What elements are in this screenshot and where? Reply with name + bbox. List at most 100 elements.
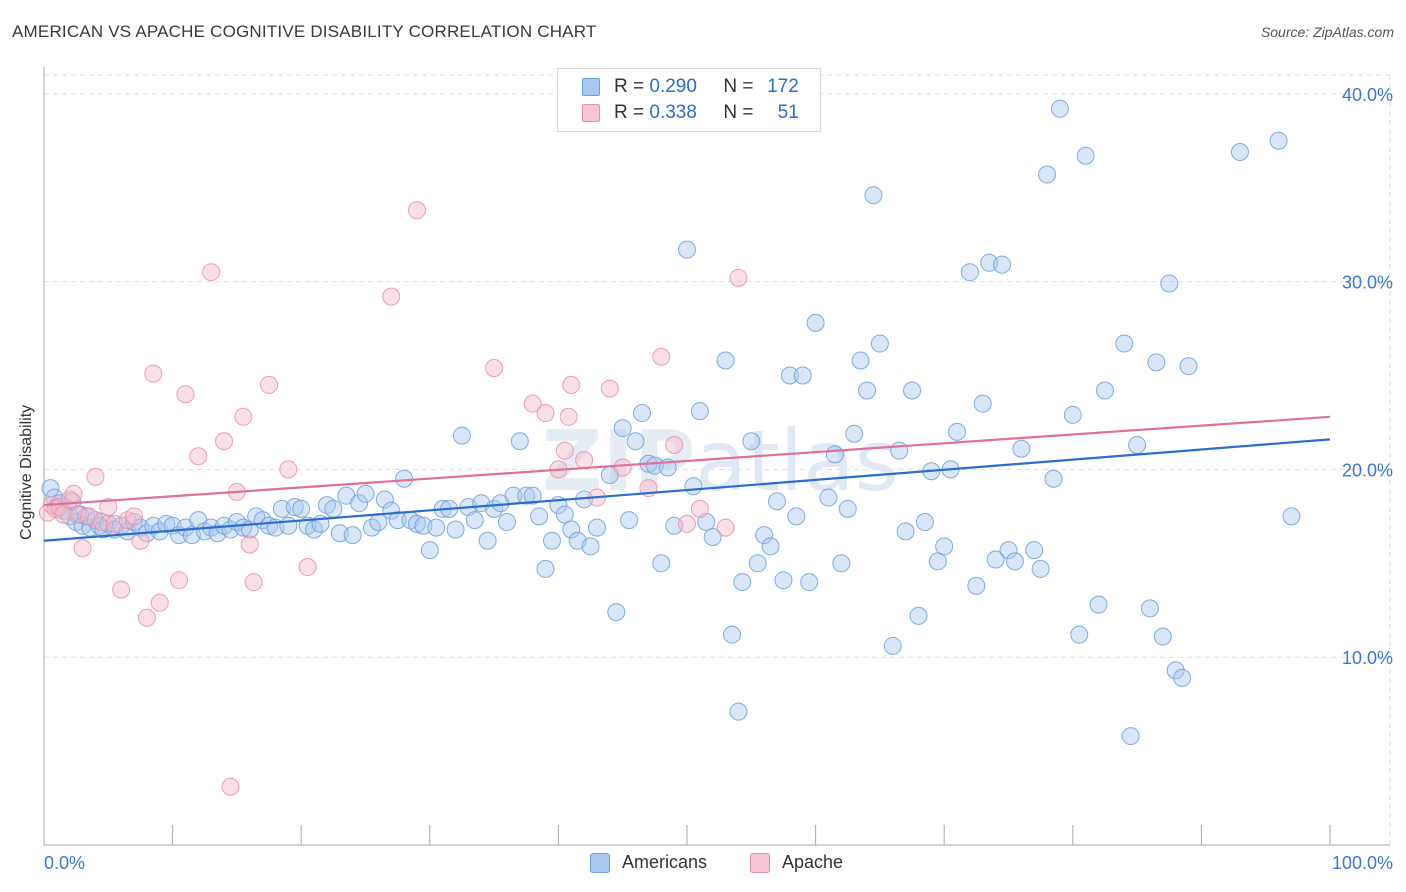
americans-point: [1044, 469, 1063, 488]
americans-point: [999, 541, 1018, 560]
apache-n-label: N =: [723, 102, 754, 123]
americans-point: [157, 514, 176, 533]
apache-point: [485, 358, 504, 377]
apache-point: [189, 447, 208, 466]
americans-point: [703, 528, 722, 546]
americans-point: [915, 512, 934, 531]
americans-point: [716, 351, 735, 370]
americans-point: [510, 432, 529, 451]
americans-point: [446, 520, 465, 539]
apache-point: [555, 441, 574, 460]
apache-point: [279, 460, 298, 479]
americans-point: [407, 514, 426, 533]
americans-point: [234, 518, 253, 537]
americans-point: [613, 419, 632, 438]
tick-labels: 10.0% 20.0% 30.0% 40.0% 0.0% 100.0%: [44, 85, 1393, 873]
apache-r-label: R =: [614, 102, 645, 123]
americans-point: [825, 445, 844, 464]
americans-point: [729, 702, 748, 721]
americans-point: [768, 492, 787, 511]
apache-point: [613, 458, 632, 477]
apache-point: [68, 505, 87, 524]
americans-point: [903, 381, 922, 400]
legend-row-americans: R = 0.290 N = 172: [582, 75, 799, 99]
americans-point: [1089, 595, 1108, 614]
americans-point: [733, 573, 752, 592]
americans-point: [678, 240, 696, 259]
americans-point: [382, 501, 401, 520]
americans-point: [800, 573, 819, 592]
americans-point: [292, 499, 311, 518]
bottom-legend-americans: Americans: [590, 852, 707, 873]
americans-point: [1140, 599, 1159, 618]
apache-point: [716, 518, 735, 537]
apache-point: [562, 375, 581, 394]
americans-point: [1179, 357, 1198, 376]
americans-point: [324, 499, 343, 518]
americans-point: [684, 477, 703, 496]
americans-point: [870, 334, 889, 353]
americans-point: [819, 488, 838, 507]
americans-point: [723, 625, 742, 644]
apache-swatch: [582, 104, 600, 122]
apache-point: [298, 558, 317, 577]
americans-point: [343, 526, 362, 545]
americans-point: [1095, 381, 1114, 400]
americans-point: [452, 426, 471, 445]
apache-point: [131, 531, 150, 550]
x-tick-label-end: 100.0%: [1332, 853, 1393, 873]
americans-point: [350, 494, 369, 513]
americans-point: [632, 404, 651, 423]
americans-point: [967, 576, 986, 595]
americans-point: [1121, 727, 1140, 746]
americans-point: [742, 432, 761, 451]
y-tick-label: 20.0%: [1342, 460, 1393, 480]
apache-legend-label: Apache: [782, 852, 844, 872]
americans-point: [761, 537, 780, 556]
americans-point: [1063, 405, 1082, 424]
americans-trend-line: [43, 438, 1331, 542]
americans-point: [626, 432, 645, 451]
americans-point: [388, 511, 407, 530]
americans-point: [607, 603, 626, 622]
americans-point: [774, 571, 793, 590]
axes: [43, 67, 1390, 846]
americans-point: [652, 554, 671, 573]
americans-point: [935, 537, 954, 556]
apache-point: [690, 499, 709, 518]
apache-point: [536, 404, 555, 423]
watermark: ZIPatlas: [542, 412, 899, 510]
americans-point: [928, 552, 947, 571]
apache-point: [260, 375, 279, 394]
americans-point: [587, 518, 606, 537]
apache-point: [112, 580, 131, 599]
americans-point: [793, 366, 812, 385]
americans-point: [851, 351, 870, 370]
americans-point: [1012, 439, 1031, 458]
americans-point: [690, 402, 709, 421]
americans-swatch: [582, 78, 600, 96]
americans-point: [356, 484, 375, 503]
apache-n-value: 51: [777, 102, 799, 123]
apache-point: [665, 435, 684, 454]
americans-point: [1050, 99, 1069, 118]
apache-point: [125, 507, 144, 526]
americans-point: [465, 511, 484, 530]
americans-point: [1025, 541, 1044, 560]
americans-point: [420, 541, 439, 560]
americans-point: [1166, 661, 1185, 680]
apache-point: [382, 287, 401, 306]
americans-point: [1070, 625, 1089, 644]
apache-point: [221, 777, 240, 796]
apache-legend-swatch: [750, 852, 770, 873]
americans-point: [517, 486, 536, 505]
apache-points: [38, 201, 748, 796]
apache-point: [652, 347, 671, 366]
americans-point: [581, 537, 600, 556]
americans-point: [542, 531, 561, 550]
americans-point: [279, 516, 298, 535]
americans-point: [375, 490, 394, 509]
y-tick-label: 40.0%: [1342, 85, 1393, 105]
x-tick-label-start: 0.0%: [44, 853, 85, 873]
